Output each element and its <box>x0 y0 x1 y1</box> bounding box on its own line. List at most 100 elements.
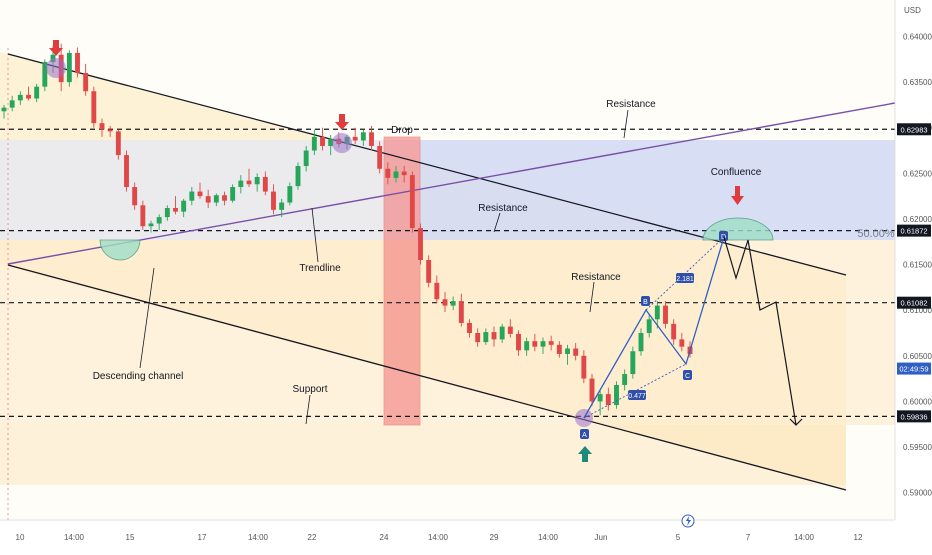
candle <box>254 173 260 192</box>
svg-text:2.181: 2.181 <box>676 276 694 283</box>
level-tag-resistance-mid <box>897 224 931 237</box>
candle <box>679 332 685 352</box>
x-tick-label: 14:00 <box>428 533 449 542</box>
time-axis <box>0 520 932 550</box>
candle <box>271 184 276 215</box>
candle <box>115 129 121 160</box>
x-tick-label: 14:00 <box>538 533 559 542</box>
y-tick-label: 0.64000 <box>903 32 932 41</box>
label-resistance-low: Resistance <box>571 272 621 283</box>
abcd-point-c: C <box>683 370 692 380</box>
y-level-tags: 0.62983 0.61872 0.61082 0.59836 02:49:59 <box>897 123 931 423</box>
label-drop: Drop <box>391 125 413 136</box>
candle <box>352 127 358 145</box>
abcd-point-b: B <box>641 296 650 306</box>
candle <box>124 150 129 192</box>
y-tick-label: 0.60500 <box>903 352 932 361</box>
candle <box>573 343 579 361</box>
candles <box>1 43 693 416</box>
candle <box>107 125 113 137</box>
price-axis <box>895 0 932 550</box>
candle <box>99 118 105 137</box>
candle <box>295 162 301 190</box>
pointer-trendline <box>311 207 319 263</box>
candle <box>663 301 668 329</box>
level-tag-label: 0.62983 <box>900 125 927 134</box>
x-tick-label: 14:00 <box>64 533 85 542</box>
y-tick-label: 0.61000 <box>903 306 932 315</box>
x-tick-label: 14:00 <box>794 533 815 542</box>
candle <box>26 86 31 101</box>
candle <box>279 198 285 218</box>
candle <box>9 95 15 112</box>
candle <box>385 162 391 185</box>
level-tag-label: 0.61872 <box>900 227 927 236</box>
candle <box>499 323 505 344</box>
candle <box>638 328 644 356</box>
candle <box>377 141 383 174</box>
y-tick-label: 0.59500 <box>903 443 932 452</box>
candle <box>34 83 40 103</box>
candle <box>311 129 317 156</box>
candle <box>426 255 432 288</box>
candle <box>589 374 595 406</box>
arrow-down-icon <box>335 114 349 130</box>
label-descending-channel: Descending channel <box>93 371 184 382</box>
candle <box>164 205 170 221</box>
candle <box>646 314 652 338</box>
candle <box>173 196 178 215</box>
support-half-circle <box>99 239 141 261</box>
candle <box>140 200 146 230</box>
lightning-icon[interactable] <box>681 514 695 528</box>
candle <box>409 171 415 233</box>
support-zone <box>0 425 846 485</box>
candle <box>654 301 660 329</box>
y-tick-label: 0.63500 <box>903 78 932 87</box>
candle <box>630 346 636 379</box>
x-tick-label: 7 <box>746 533 751 542</box>
candle <box>197 182 203 199</box>
candle <box>393 166 399 183</box>
pointer-support <box>305 394 311 425</box>
pointer-resistance-low <box>589 281 595 313</box>
arrow-down-icon <box>731 186 744 205</box>
candle <box>581 350 587 384</box>
mid-zone <box>0 240 895 425</box>
label-resistance-top: Resistance <box>606 99 656 110</box>
resistance-zone-right <box>420 140 895 240</box>
candle <box>1 104 7 119</box>
fib-level-label: 50.00% <box>857 228 895 240</box>
candle <box>532 333 538 352</box>
candle <box>467 319 472 338</box>
x-tick-label: Jun <box>595 533 608 542</box>
abcd-point-a: A <box>580 429 589 439</box>
level-tag-label: 0.59836 <box>900 412 927 421</box>
candle <box>597 390 603 416</box>
label-confluence: Confluence <box>711 167 762 178</box>
x-tick-label: 24 <box>380 533 389 542</box>
candle <box>246 168 252 188</box>
svg-text:D: D <box>721 234 726 241</box>
level-tag-label: 0.61082 <box>900 299 927 308</box>
candle <box>565 344 570 365</box>
label-resistance-mid: Resistance <box>478 203 528 214</box>
candle <box>516 330 521 356</box>
svg-text:B: B <box>643 299 648 306</box>
candle <box>287 182 293 206</box>
candle <box>91 86 97 128</box>
price-tag <box>897 362 931 375</box>
candle <box>418 223 423 265</box>
x-tick-label: 10 <box>16 533 25 542</box>
x-tick-label: 17 <box>198 533 207 542</box>
candle <box>83 63 89 96</box>
candle <box>491 326 497 347</box>
level-tag-resistance-upper <box>897 123 931 136</box>
candle <box>671 319 677 345</box>
y-tick-label: 0.61500 <box>903 261 932 270</box>
candle <box>230 184 236 203</box>
x-tick-label: 5 <box>676 533 681 542</box>
candle <box>434 275 440 303</box>
level-tag-resistance-low <box>897 296 931 309</box>
abcd-point-d: D <box>719 231 728 241</box>
